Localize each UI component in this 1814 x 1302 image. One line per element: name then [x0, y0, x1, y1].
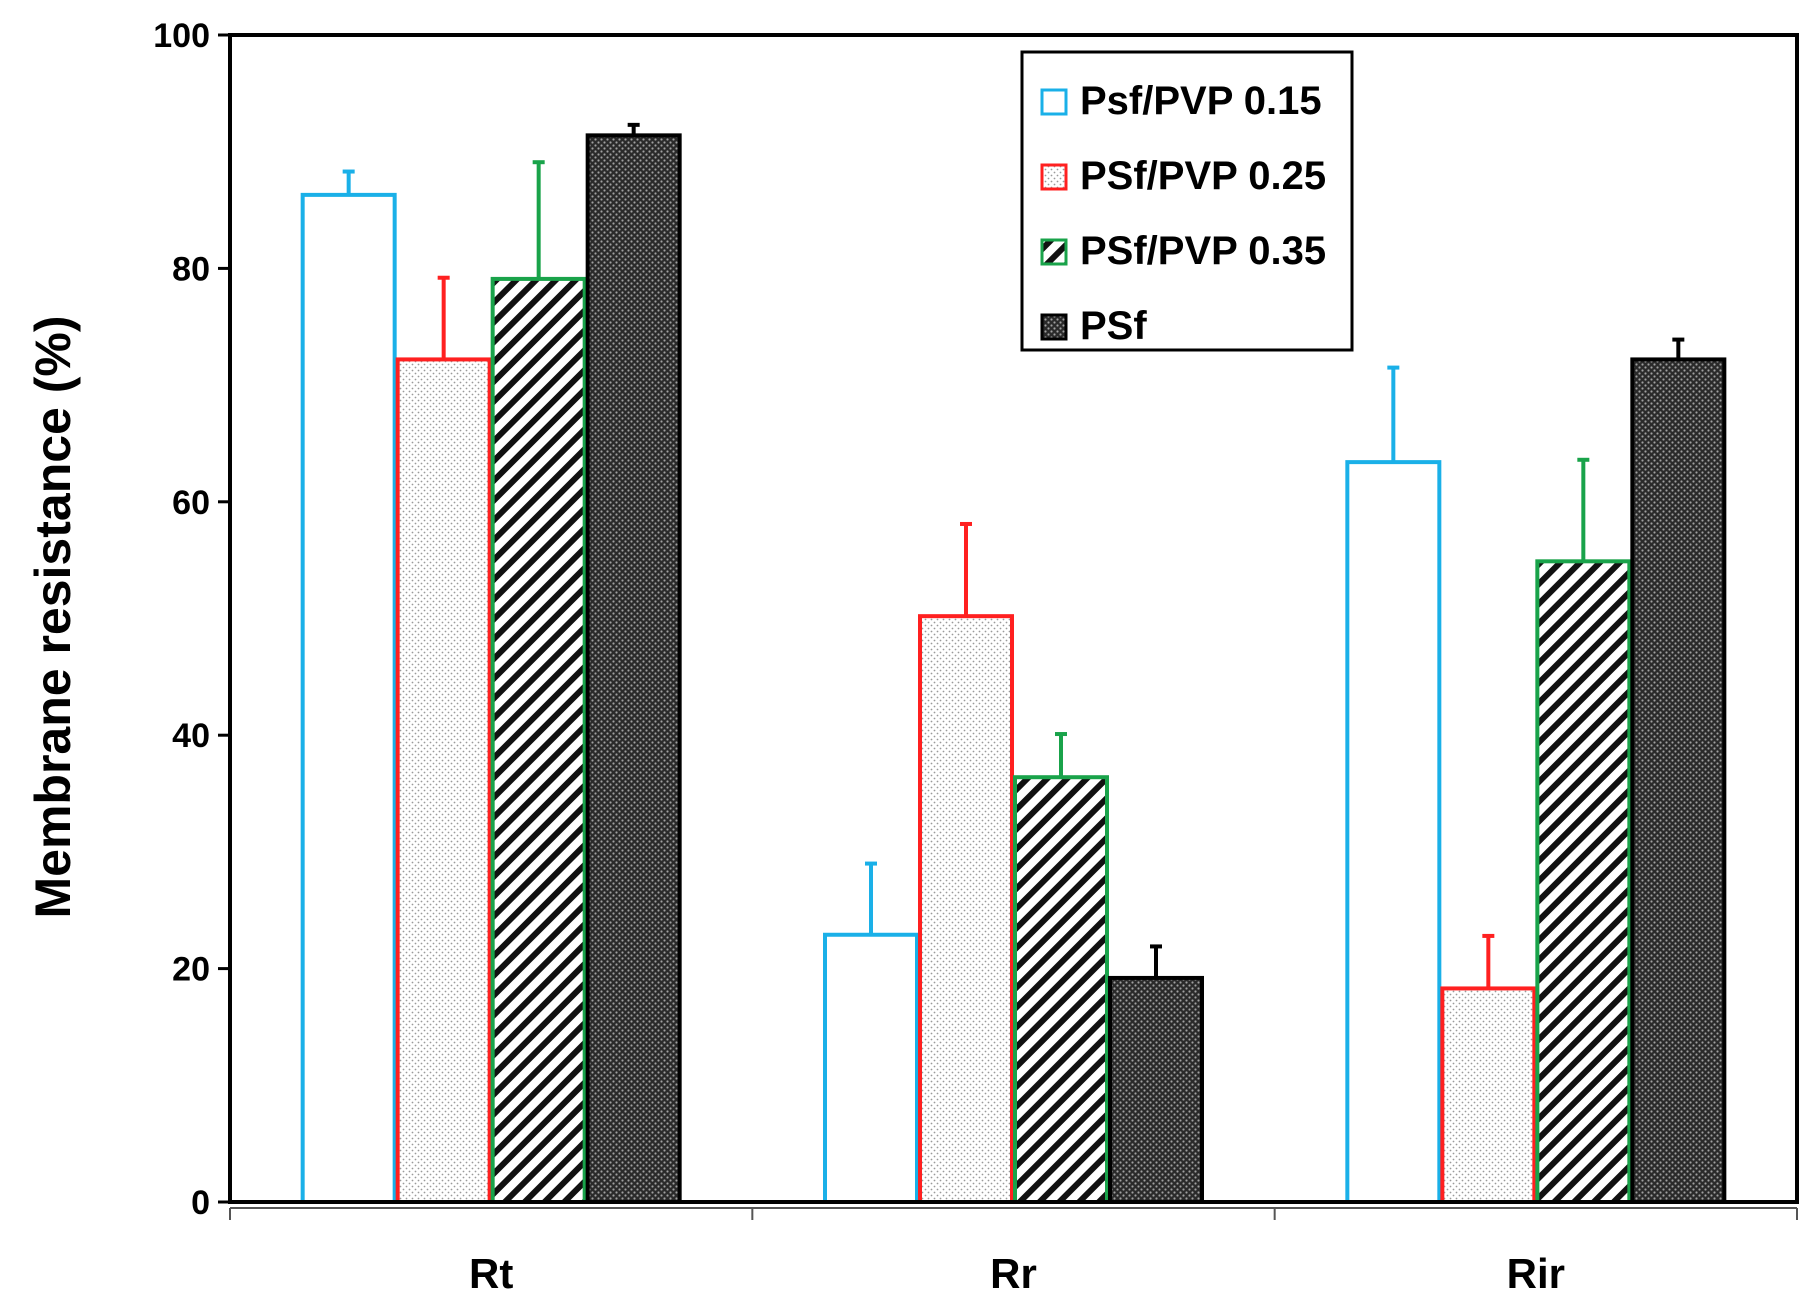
legend-label: Psf/PVP 0.15 — [1080, 79, 1322, 123]
x-axis-ticks: Rt Rr Rir — [229, 1208, 1798, 1297]
legend-label: PSf — [1080, 304, 1147, 348]
y-tick-label: 60 — [172, 484, 210, 522]
bar — [823, 932, 919, 1205]
legend-box — [1020, 50, 1354, 352]
bar — [1630, 357, 1727, 1204]
y-tick-label: 20 — [172, 951, 210, 989]
x-tick-label: Rir — [1507, 1250, 1565, 1297]
bars-layer — [300, 133, 1727, 1205]
bar — [300, 192, 397, 1204]
legend-swatch — [1040, 88, 1068, 116]
bar — [490, 276, 587, 1204]
x-tick-label: Rt — [469, 1250, 513, 1297]
bar — [1108, 975, 1204, 1204]
y-axis-title: Membrane resistance (%) — [25, 315, 81, 918]
y-tick-label: 0 — [191, 1184, 210, 1222]
legend-label: PSf/PVP 0.25 — [1080, 154, 1326, 198]
legend-swatch — [1040, 313, 1068, 341]
legend-swatch — [1040, 163, 1068, 191]
y-axis-title-group: Membrane resistance (%) — [25, 315, 81, 918]
y-tick-label: 80 — [172, 250, 210, 288]
bar — [395, 357, 492, 1204]
bar — [1440, 986, 1537, 1205]
error-bars-layer — [342, 122, 1685, 989]
y-axis-ticks: 0 20 40 60 80 100 — [153, 17, 230, 1222]
y-tick-label: 100 — [153, 17, 210, 55]
legend-label: PSf/PVP 0.35 — [1080, 229, 1326, 273]
plot-frame — [228, 33, 1799, 1204]
bar — [918, 614, 1014, 1204]
bar — [1013, 775, 1109, 1204]
bar — [1345, 460, 1442, 1204]
bar — [1535, 559, 1632, 1204]
y-tick-label: 40 — [172, 717, 210, 755]
legend-swatch — [1040, 238, 1068, 266]
legend: Psf/PVP 0.15 PSf/PVP 0.25 PSf/PVP 0.35 PSf — [1020, 50, 1354, 352]
x-tick-label: Rr — [990, 1250, 1037, 1297]
bar — [585, 133, 682, 1204]
